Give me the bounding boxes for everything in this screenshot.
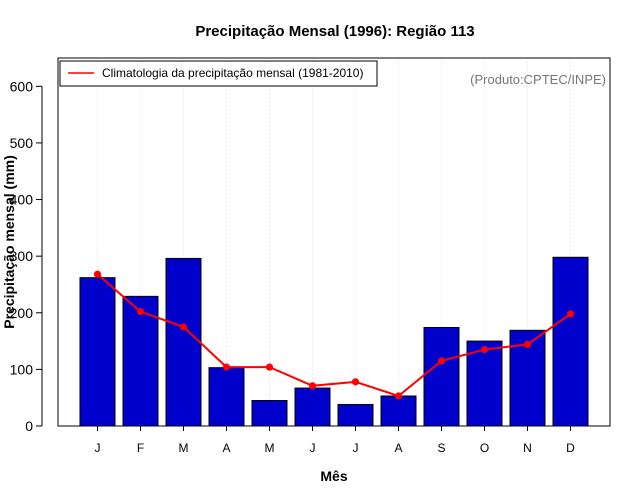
y-tick-label: 500 <box>10 135 34 151</box>
x-tick-label: O <box>480 441 489 455</box>
climatology-point-3 <box>179 323 188 331</box>
bar-1 <box>79 277 116 427</box>
x-tick-label: J <box>310 441 316 455</box>
climatology-point-4 <box>222 363 231 371</box>
x-tick-label: S <box>437 441 445 455</box>
climatology-point-8 <box>394 392 403 400</box>
climatology-point-2 <box>136 308 145 316</box>
x-tick-label: J <box>353 441 359 455</box>
bar-3 <box>165 257 202 427</box>
x-tick-label: M <box>265 441 275 455</box>
y-tick-label: 100 <box>10 361 34 377</box>
bar-12 <box>552 256 589 427</box>
x-tick-label: M <box>179 441 189 455</box>
plot-frame <box>57 57 611 427</box>
x-tick-label: J <box>95 441 101 455</box>
y-axis-label: Precipitação mensal (mm) <box>1 155 17 329</box>
y-tick-label: 400 <box>10 192 34 208</box>
climatology-point-11 <box>523 340 532 349</box>
bars-group <box>79 256 589 427</box>
climatology-point-6 <box>308 382 317 390</box>
legend-box <box>59 60 378 87</box>
x-tick-label: F <box>137 441 144 455</box>
climatology-point-10 <box>480 345 489 354</box>
x-tick-label: A <box>222 441 230 455</box>
bar-8 <box>380 395 417 427</box>
x-tick-label: A <box>394 441 402 455</box>
y-tick-label: 200 <box>10 305 34 321</box>
climatology-point-9 <box>437 357 446 365</box>
legend: Climatologia da precipitação mensal (198… <box>59 60 378 87</box>
climatology-point-1 <box>93 270 102 278</box>
chart-title: Precipitação Mensal (1996): Região 113 <box>195 23 474 40</box>
climatology-line-group <box>93 270 575 400</box>
bar-2 <box>122 295 159 427</box>
climatology-point-12 <box>566 310 575 318</box>
bar-6 <box>294 387 331 427</box>
y-axis: 0 100 200 300 400 500 600 <box>10 78 43 434</box>
bar-5 <box>251 400 288 427</box>
grid-lines <box>97 58 571 426</box>
source-credit: (Produto:CPTEC/INPE) <box>470 72 606 87</box>
x-tick-label: N <box>523 441 532 455</box>
y-tick-label: 300 <box>10 248 34 264</box>
legend-label: Climatologia da precipitação mensal (198… <box>102 66 363 80</box>
x-tick-label: D <box>566 441 575 455</box>
bar-9 <box>423 326 460 427</box>
climatology-point-5 <box>265 363 274 371</box>
y-tick-label: 600 <box>10 78 34 94</box>
x-axis-label: Mês <box>320 468 347 484</box>
bar-4 <box>208 367 245 427</box>
climatology-point-7 <box>351 378 360 386</box>
climatology-line <box>96 273 572 398</box>
y-tick-label: 0 <box>25 418 33 434</box>
bar-7 <box>337 403 374 427</box>
